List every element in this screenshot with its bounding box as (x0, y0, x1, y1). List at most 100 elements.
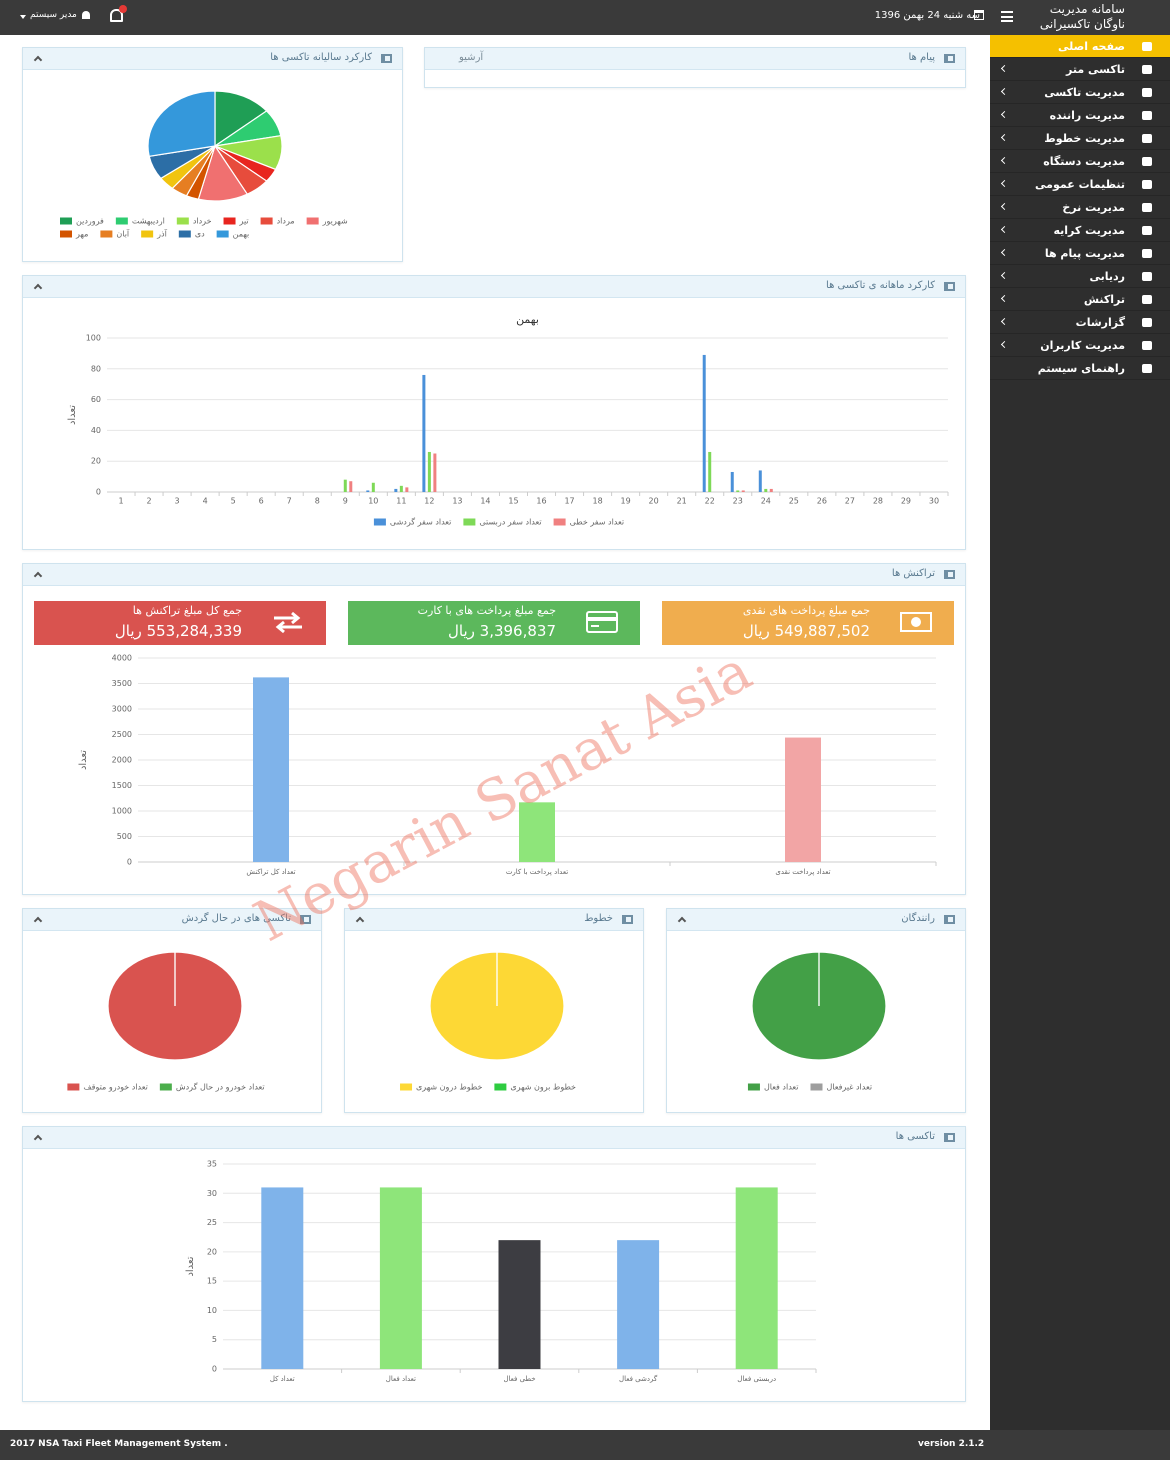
panel-header: کارکرد ماهانه ی تاکسی ها (23, 276, 965, 298)
panel-icon (944, 282, 955, 291)
menu-item[interactable]: مدیریت کاربران (990, 334, 1170, 357)
submenu-arrow (1000, 133, 1009, 142)
panel-icon (944, 570, 955, 579)
archive-link[interactable]: آرشیو (459, 52, 484, 63)
panel-icon (381, 54, 392, 63)
user-menu[interactable]: مدیر سیستم (30, 10, 77, 20)
menu-item[interactable]: مدیریت راننده (990, 104, 1170, 127)
panel-header: کارکرد سالیانه تاکسی ها (23, 48, 402, 70)
menu-icon (1142, 364, 1152, 373)
menu-item[interactable]: مدیریت کرایه (990, 219, 1170, 242)
submenu-arrow (1000, 110, 1009, 119)
menu-label: ردیابی (1089, 270, 1126, 283)
menu-icon (1142, 249, 1152, 258)
menu-label: صفحه اصلی (1058, 40, 1125, 53)
collapse-button[interactable] (33, 916, 43, 926)
collapse-button[interactable] (33, 1134, 43, 1144)
panel-title: کارکرد ماهانه ی تاکسی ها (826, 280, 935, 291)
menu-label: مدیریت تاکسی (1044, 86, 1125, 99)
menu-icon (1142, 180, 1152, 189)
notification-dot (119, 5, 127, 13)
panel: تاکسی ها (22, 1126, 966, 1402)
app-title-line: ناوگان تاکسیرانی (1039, 17, 1125, 31)
submenu-arrow (1000, 248, 1009, 257)
menu-label: تراکنش (1083, 293, 1125, 306)
panel-header: پیام ها آرشیو (425, 48, 965, 70)
menu-label: مدیریت نرخ (1062, 201, 1125, 214)
submenu-arrow (1000, 64, 1009, 73)
menu-icon (1142, 318, 1152, 327)
collapse-button[interactable] (677, 916, 687, 926)
menu-item[interactable]: ردیابی (990, 265, 1170, 288)
submenu-arrow (1000, 271, 1009, 280)
menu-label: گزارشات (1075, 316, 1125, 329)
menu-item[interactable]: تراکنش (990, 288, 1170, 311)
menu-item[interactable]: تاکسی متر (990, 58, 1170, 81)
footer: 2017 NSA Taxi Fleet Management System . … (0, 1430, 1170, 1460)
menu-label: تاکسی متر (1066, 63, 1125, 76)
menu-item[interactable]: مدیریت دستگاه (990, 150, 1170, 173)
app-title: سامانه مدیریت ناوگان تاکسیرانی (1040, 2, 1125, 32)
summary-box: جمع کل مبلغ تراکنش ها 553,284,339 ریال (34, 601, 326, 645)
version: version 2.1.2 (918, 1439, 985, 1449)
panel-title: پیام ها (908, 52, 935, 63)
panel-header: تاکسی ها (23, 1127, 965, 1149)
menu-item[interactable]: مدیریت نرخ (990, 196, 1170, 219)
panel-icon (300, 915, 311, 924)
menu-toggle[interactable] (1001, 11, 1013, 22)
menu-item[interactable]: صفحه اصلی (990, 35, 1170, 58)
submenu-arrow (1000, 179, 1009, 188)
summary-label: جمع مبلغ پرداخت های با کارت (417, 604, 556, 617)
menu-item[interactable]: مدیریت پیام ها (990, 242, 1170, 265)
panel-header: تراکنش ها (23, 564, 965, 586)
panel: کارکرد ماهانه ی تاکسی ها (22, 275, 966, 550)
date: سه شنبه 24 بهمن 1396 (874, 10, 980, 21)
panel: پیام ها آرشیو (424, 47, 966, 88)
submenu-arrow (1000, 317, 1009, 326)
menu-icon (1142, 272, 1152, 281)
menu-item[interactable]: مدیریت تاکسی (990, 81, 1170, 104)
panel-icon (622, 915, 633, 924)
money-icon (900, 612, 932, 632)
menu-item[interactable]: راهنمای سیستم (990, 357, 1170, 380)
collapse-button[interactable] (33, 283, 43, 293)
submenu-arrow (1000, 225, 1009, 234)
collapse-button[interactable] (33, 55, 43, 65)
menu-label: مدیریت دستگاه (1043, 155, 1125, 168)
submenu-arrow (1000, 202, 1009, 211)
menu-label: مدیریت راننده (1049, 109, 1125, 122)
submenu-arrow (1000, 156, 1009, 165)
panel: رانندگان (666, 908, 966, 1113)
menu-label: تنظیمات عمومی (1035, 178, 1125, 191)
menu-icon (1142, 42, 1152, 51)
menu-label: مدیریت خطوط (1044, 132, 1125, 145)
calendar-icon (974, 10, 984, 20)
transfer-icon (274, 611, 302, 634)
summary-amount: 553,284,339 ریال (114, 622, 242, 640)
submenu-arrow (1000, 294, 1009, 303)
menu-icon (1142, 134, 1152, 143)
summary-box: جمع مبلغ پرداخت های با کارت 3,396,837 ری… (348, 601, 640, 645)
panel-title: تاکسی ها (895, 1131, 935, 1142)
notifications[interactable] (110, 9, 123, 22)
menu-icon (1142, 203, 1152, 212)
copyright: 2017 NSA Taxi Fleet Management System . (10, 1439, 228, 1449)
menu-icon (1142, 226, 1152, 235)
menu-icon (1142, 65, 1152, 74)
collapse-button[interactable] (33, 571, 43, 581)
menu-item[interactable]: مدیریت خطوط (990, 127, 1170, 150)
panel-title: تاکسی های در حال گردش (181, 913, 291, 924)
panel-header: خطوط (345, 909, 643, 931)
menu-item[interactable]: گزارشات (990, 311, 1170, 334)
summary-amount: 549,887,502 ریال (742, 622, 870, 640)
panel-title: کارکرد سالیانه تاکسی ها (270, 52, 372, 63)
collapse-button[interactable] (355, 916, 365, 926)
menu-label: راهنمای سیستم (1037, 362, 1125, 375)
menu-item[interactable]: تنظیمات عمومی (990, 173, 1170, 196)
panel-icon (944, 915, 955, 924)
panel-header: رانندگان (667, 909, 965, 931)
menu-icon (1142, 341, 1152, 350)
sidebar: صفحه اصلی تاکسی متر مدیریت تاکسی مدیریت ران… (990, 35, 1170, 1430)
card-icon (586, 611, 618, 633)
